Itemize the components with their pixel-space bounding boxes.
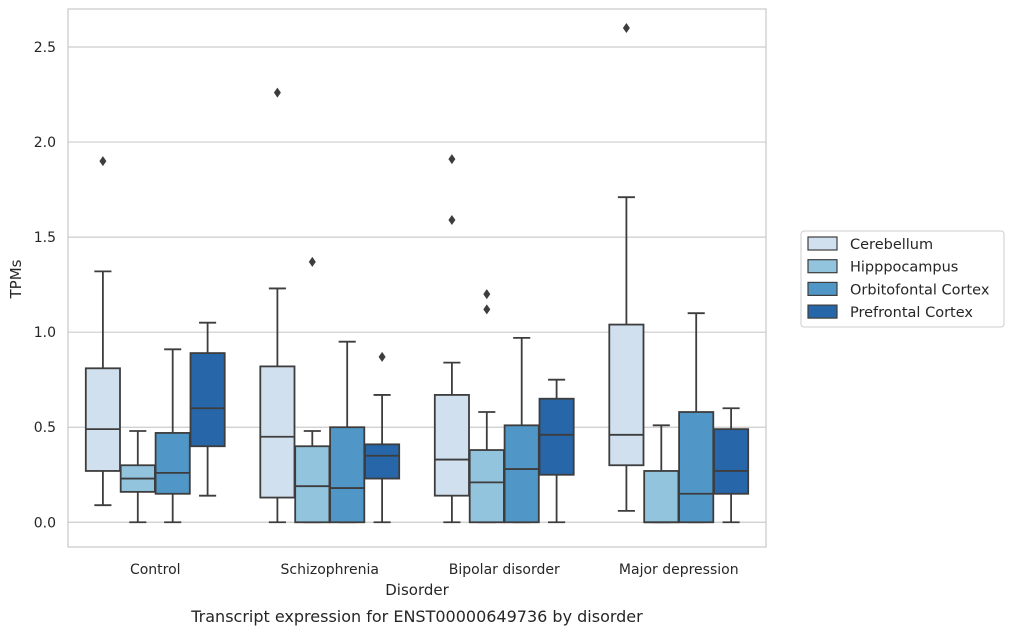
box <box>84 367 121 472</box>
outlier-point <box>448 215 456 226</box>
legend: Cerebellum Hipppocampus Orbitofontal Corte… <box>800 230 1005 328</box>
box <box>538 397 575 476</box>
outlier-point <box>99 156 107 167</box>
y-tick-labels: 0.0 0.5 1.0 1.5 2.0 2.5 <box>34 40 56 531</box>
box-group <box>678 312 715 524</box>
box <box>154 432 191 495</box>
y-tick-label: 1.5 <box>34 230 56 246</box>
legend-item: Hipppocampus <box>807 259 958 276</box>
box-group <box>329 340 366 524</box>
box-group <box>154 348 191 524</box>
legend-swatch <box>807 304 838 319</box>
box <box>608 323 645 467</box>
legend-item: Orbitofontal Cortex <box>807 281 990 298</box>
x-tick-label: Schizophrenia <box>281 562 379 578</box>
box <box>503 424 540 524</box>
outlier-point <box>483 289 491 300</box>
x-tick-label: Bipolar disorder <box>449 562 560 578</box>
box-group <box>468 289 505 524</box>
box <box>468 449 505 524</box>
x-tick-labels: Control Schizophrenia Bipolar disorder Majo… <box>130 562 739 578</box>
box <box>259 365 296 499</box>
box-group <box>713 407 750 524</box>
legend-swatch <box>807 259 838 274</box>
y-tick-label: 2.0 <box>34 135 56 151</box>
outlier-point <box>273 87 281 98</box>
box-group <box>538 378 575 524</box>
box <box>678 411 715 524</box>
chart-caption: Transcript expression for ENST0000064973… <box>190 607 643 626</box>
x-axis-title: Disorder <box>385 581 449 599</box>
box-group <box>364 351 401 524</box>
y-tick-label: 2.5 <box>34 40 56 56</box>
outlier-point <box>483 304 491 315</box>
legend-items: Cerebellum Hipppocampus Orbitofontal Corte… <box>807 236 990 321</box>
legend-label: Prefrontal Cortex <box>850 305 973 321</box>
y-axis-title: TPMs <box>7 259 25 299</box>
legend-frame <box>800 230 1005 328</box>
box-group <box>84 156 121 507</box>
outlier-point <box>378 351 386 362</box>
legend-swatch <box>807 281 838 296</box>
legend-label: Hipppocampus <box>850 260 958 276</box>
box-group <box>643 424 680 524</box>
box-series <box>84 23 750 524</box>
legend-item: Cerebellum <box>807 236 933 253</box>
box-group <box>433 154 470 524</box>
y-tick-label: 0.0 <box>34 515 56 531</box>
legend-label: Cerebellum <box>850 237 933 253</box>
y-tick-label: 1.0 <box>34 325 56 341</box>
outlier-point <box>622 23 630 34</box>
outlier-point <box>308 256 316 267</box>
box-group <box>503 336 540 524</box>
legend-swatch <box>807 236 838 251</box>
box <box>643 470 680 524</box>
box-group <box>608 23 645 512</box>
x-tick-label: Major depression <box>619 562 739 578</box>
legend-item: Prefrontal Cortex <box>807 304 973 321</box>
box <box>364 443 401 480</box>
box <box>433 394 470 497</box>
grid-lines <box>68 46 766 523</box>
box-group <box>294 256 331 524</box>
box <box>713 428 750 495</box>
y-tick-label: 0.5 <box>34 420 56 436</box>
box-group <box>119 430 156 524</box>
box <box>294 445 331 524</box>
box-group <box>259 87 296 524</box>
legend-label: Orbitofontal Cortex <box>850 282 990 298</box>
box <box>329 426 366 524</box>
box <box>189 352 226 448</box>
plot-frame <box>67 8 767 548</box>
x-tick-label: Control <box>130 562 181 578</box>
outlier-point <box>448 154 456 165</box>
box-group <box>189 321 226 497</box>
